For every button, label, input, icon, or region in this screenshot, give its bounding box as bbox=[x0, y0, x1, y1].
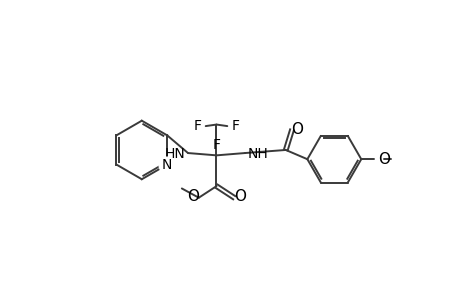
Text: NH: NH bbox=[247, 147, 268, 161]
Text: O: O bbox=[234, 189, 246, 204]
Text: O: O bbox=[377, 152, 389, 167]
Text: N: N bbox=[162, 158, 172, 172]
Text: HN: HN bbox=[164, 147, 185, 161]
Text: F: F bbox=[193, 119, 202, 133]
Text: F: F bbox=[230, 119, 239, 133]
Text: O: O bbox=[291, 122, 302, 137]
Text: F: F bbox=[212, 138, 220, 152]
Text: O: O bbox=[186, 189, 198, 204]
